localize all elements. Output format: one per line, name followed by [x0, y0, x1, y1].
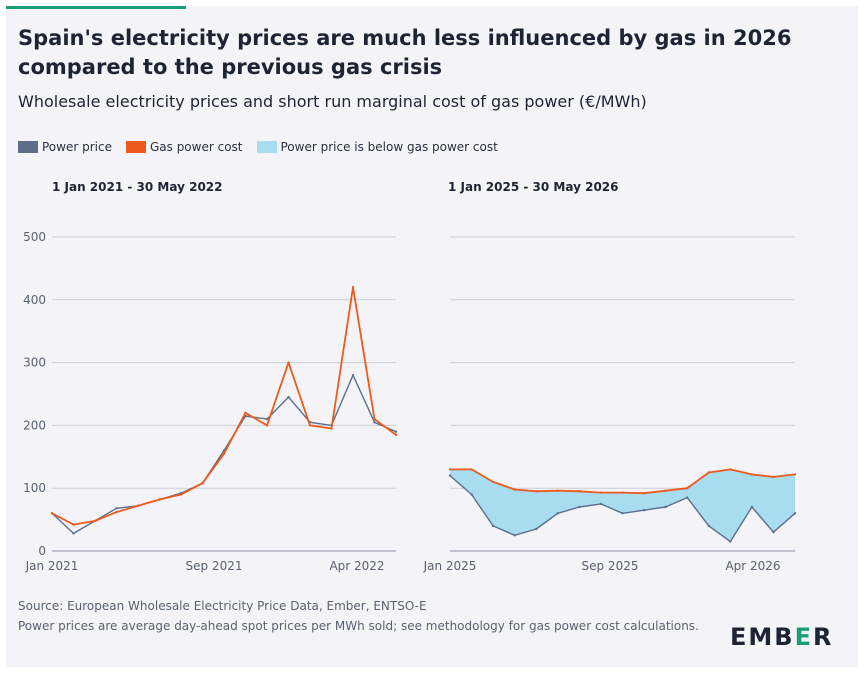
x-tick-label: Apr 2026 [725, 559, 780, 573]
gas-point [158, 498, 161, 501]
power-point [729, 540, 732, 543]
power-point [394, 430, 398, 433]
gas-point [729, 468, 732, 471]
power-point [513, 534, 516, 537]
y-tick-label: 400 [23, 293, 46, 307]
gas-point [287, 361, 290, 364]
gas-point [556, 489, 559, 492]
power-point [115, 507, 118, 510]
gas-point [772, 475, 775, 479]
legend-item-gas-power-cost: Gas power cost [125, 140, 243, 154]
chart-title: Spain's electricity prices are much less… [18, 26, 792, 79]
x-tick-label: Apr 2022 [329, 559, 384, 573]
power-point [642, 509, 646, 512]
panel-title-left: 1 Jan 2021 - 30 May 2022 [52, 180, 223, 194]
y-tick-label: 300 [23, 356, 46, 370]
power-point [686, 496, 689, 499]
gas-point [448, 468, 452, 471]
gas-point [707, 471, 710, 474]
gas-point [470, 468, 473, 471]
legend-label-gas-power-cost: Gas power cost [149, 140, 243, 154]
gas-point [578, 490, 581, 493]
x-tick-label: Jan 2025 [423, 559, 477, 573]
gas-point [115, 510, 118, 514]
legend-swatch-gas-power-cost [125, 141, 146, 153]
gas-point [686, 487, 689, 490]
gas-point [308, 424, 312, 427]
legend-label-power-price: Power price [42, 140, 112, 154]
power-point [621, 512, 624, 515]
gas-point [330, 427, 333, 430]
x-tick-label: Sep 2025 [582, 559, 639, 573]
ember-logo: EMBER [730, 623, 834, 651]
gas-point [222, 452, 226, 455]
x-tick-label: Jan 2021 [25, 559, 79, 573]
gas-point [491, 480, 495, 484]
gas-point [244, 411, 247, 414]
panel-title-right: 1 Jan 2025 - 30 May 2026 [448, 180, 619, 194]
power-point [351, 374, 355, 377]
gas-point [621, 491, 624, 494]
power-point [470, 493, 473, 496]
gas-point [351, 286, 355, 289]
power-point [599, 502, 603, 506]
power-point [707, 524, 710, 528]
power-point [265, 417, 269, 421]
gas-point [201, 482, 204, 485]
legend-item-power-price: Power price [18, 140, 112, 154]
y-tick-label: 100 [23, 481, 46, 495]
legend-swatch-power-price [18, 141, 38, 153]
gas-point [793, 473, 797, 476]
footer-note: Power prices are average day-ahead spot … [18, 619, 699, 633]
power-point [72, 532, 75, 535]
chart-card [6, 6, 858, 667]
gas-point [50, 512, 54, 515]
below-gas-area [450, 469, 795, 542]
power-point [556, 512, 559, 515]
gas-point [373, 417, 376, 421]
power-point [373, 421, 376, 424]
power-point [535, 527, 538, 531]
chart-subtitle: Wholesale electricity prices and short r… [18, 92, 647, 111]
legend: Power price Gas power cost Power price i… [18, 140, 512, 154]
legend-swatch-below-gas [256, 141, 277, 153]
gas-point [72, 523, 75, 526]
legend-label-below-gas: Power price is below gas power cost [280, 140, 498, 154]
x-tick-label: Sep 2021 [186, 559, 243, 573]
gas-power-cost-line-0 [51, 286, 397, 526]
y-tick-label: 0 [38, 544, 46, 558]
y-tick-label: 500 [23, 230, 46, 244]
power-point [448, 474, 452, 477]
power-point [793, 512, 797, 515]
accent-bar [6, 6, 186, 9]
power-point [578, 505, 581, 509]
gas-point [93, 519, 97, 523]
power-point [664, 505, 667, 509]
gas-point [642, 492, 646, 495]
gas-point [664, 489, 667, 492]
power-point [750, 505, 754, 509]
footer-source: Source: European Wholesale Electricity P… [18, 599, 427, 613]
gas-point [513, 488, 516, 491]
gas-point [136, 504, 140, 507]
gas-point [179, 493, 183, 496]
gas-point [750, 473, 754, 476]
power-point [491, 524, 495, 528]
gas-point [394, 433, 398, 436]
gas-point [599, 491, 603, 494]
power-point [287, 395, 290, 399]
power-point [772, 531, 775, 534]
legend-item-below-gas: Power price is below gas power cost [256, 140, 498, 154]
gas-point [535, 490, 538, 493]
y-tick-label: 200 [23, 418, 46, 432]
gas-point [265, 424, 269, 427]
